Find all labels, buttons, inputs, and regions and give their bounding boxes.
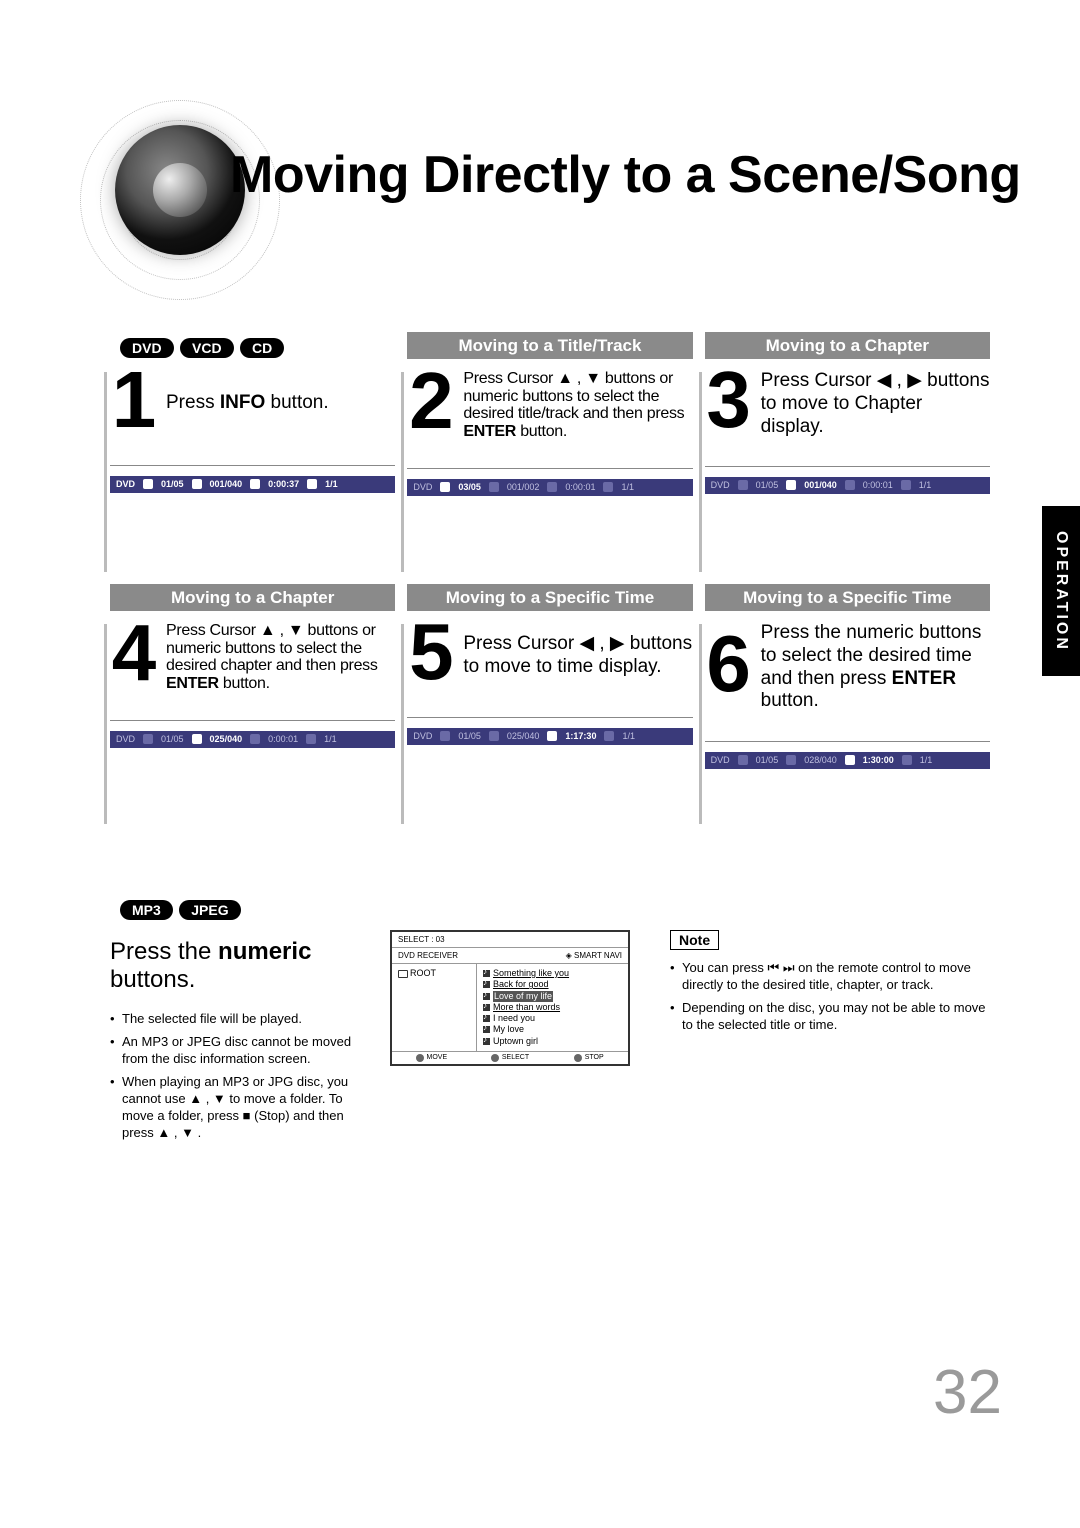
note-icon — [483, 1038, 490, 1045]
numeric-buttons-heading: Press the numeric buttons. — [110, 938, 370, 993]
step-header: Moving to a Specific Time — [705, 584, 990, 611]
step-text: Press Cursor ◀ , ▶ buttons to move to Ch… — [761, 370, 990, 438]
step-header: Moving to a Chapter — [705, 332, 990, 359]
notes-left: The selected file will be played. An MP3 … — [110, 1011, 370, 1141]
step-text: Press INFO button. — [166, 392, 329, 415]
step-block: Moving to a Chapter 4Press Cursor ▲ , ▼ b… — [110, 584, 395, 824]
navi-track: Love of my life — [483, 991, 622, 1002]
step-number: 1 — [110, 368, 160, 432]
navi-track: I need you — [483, 1013, 622, 1024]
note-hdr: Note — [670, 930, 719, 950]
navi-header-right: ◈ SMART NAVI — [566, 951, 622, 960]
osd-strip: DVD01/05028/0401:30:001/1 — [705, 752, 990, 769]
navi-track: Something like you — [483, 968, 622, 979]
bottom-section: Press the numeric buttons. The selected … — [110, 930, 990, 1147]
note-icon — [483, 993, 490, 1000]
page-title: Moving Directly to a Scene/Song — [230, 145, 1021, 205]
bottom-center-col: SELECT : 03 DVD RECEIVER ◈ SMART NAVI RO… — [390, 930, 650, 1147]
side-tab-operation: OPERATION — [1042, 506, 1080, 676]
navi-track: More than words — [483, 1002, 622, 1013]
step-number: 5 — [407, 620, 457, 684]
step-block: 1 Press INFO button. DVD01/05001/0400:00:3… — [110, 332, 395, 572]
navi-tracklist: Something like you Back for good Love of… — [477, 964, 628, 1051]
osd-strip: DVD01/05025/0401:17:301/1 — [407, 728, 692, 745]
navi-track: My love — [483, 1024, 622, 1035]
note-icon — [483, 970, 490, 977]
navi-root: ROOT — [392, 964, 477, 1051]
step-number: 3 — [705, 368, 755, 432]
navi-track: Uptown girl — [483, 1036, 622, 1047]
step-block: Moving to a Specific Time 5Press Cursor ◀… — [407, 584, 692, 824]
step-block: Moving to a Chapter 3Press Cursor ◀ , ▶ b… — [705, 332, 990, 572]
navi-footer-item: MOVE — [392, 1052, 471, 1064]
note-icon — [483, 1004, 490, 1011]
step-header: Moving to a Specific Time — [407, 584, 692, 611]
osd-strip: DVD01/05001/0400:00:371/1 — [110, 476, 395, 493]
step-text: Press Cursor ◀ , ▶ buttons to move to ti… — [463, 633, 692, 679]
note-icon — [483, 981, 490, 988]
step-text: Press the numeric buttons to select the … — [761, 622, 990, 713]
navi-track: Back for good — [483, 979, 622, 990]
badge-mp3: MP3 — [120, 900, 173, 920]
notes-right: You can press ⏮ ⏭ on the remote control … — [670, 960, 990, 1034]
osd-strip: DVD01/05001/0400:00:011/1 — [705, 477, 990, 494]
step-number: 4 — [110, 621, 160, 685]
osd-strip: DVD01/05025/0400:00:011/1 — [110, 731, 395, 748]
navi-footer: MOVESELECTSTOP — [392, 1051, 628, 1064]
badge-jpeg: JPEG — [179, 900, 240, 920]
step-block: Moving to a Specific Time 6Press the nume… — [705, 584, 990, 824]
note-icon — [483, 1026, 490, 1033]
step-header: Moving to a Chapter — [110, 584, 395, 611]
note-item: An MP3 or JPEG disc cannot be moved from… — [110, 1034, 370, 1068]
step-block: Moving to a Title/Track 2Press Cursor ▲ ,… — [407, 332, 692, 572]
osd-strip: DVD03/05001/0020:00:011/1 — [407, 479, 692, 496]
navi-header-left: DVD RECEIVER — [398, 951, 458, 960]
bottom-left-col: Press the numeric buttons. The selected … — [110, 930, 370, 1147]
note-item: The selected file will be played. — [110, 1011, 370, 1028]
bottom-right-col: Note You can press ⏮ ⏭ on the remote con… — [670, 930, 990, 1147]
note-item: You can press ⏮ ⏭ on the remote control … — [670, 960, 990, 994]
note-icon — [483, 1015, 490, 1022]
smart-navi-screen: SELECT : 03 DVD RECEIVER ◈ SMART NAVI RO… — [390, 930, 630, 1066]
step-text: Press Cursor ▲ , ▼ buttons or numeric bu… — [166, 622, 395, 692]
step-number: 2 — [407, 369, 457, 433]
note-item: When playing an MP3 or JPG disc, you can… — [110, 1074, 370, 1142]
note-item: Depending on the disc, you may not be ab… — [670, 1000, 990, 1034]
steps-grid: 1 Press INFO button. DVD01/05001/0400:00:3… — [110, 332, 990, 824]
step-header: Moving to a Title/Track — [407, 332, 692, 359]
step-number: 6 — [705, 632, 755, 696]
navi-footer-item: STOP — [549, 1052, 628, 1064]
page-number: 32 — [933, 1357, 1002, 1428]
navi-select: SELECT : 03 — [392, 932, 628, 948]
navi-footer-item: SELECT — [471, 1052, 550, 1064]
step-text: Press Cursor ▲ , ▼ buttons or numeric bu… — [463, 370, 692, 440]
format-badges-mid: MP3 JPEG — [120, 900, 243, 920]
